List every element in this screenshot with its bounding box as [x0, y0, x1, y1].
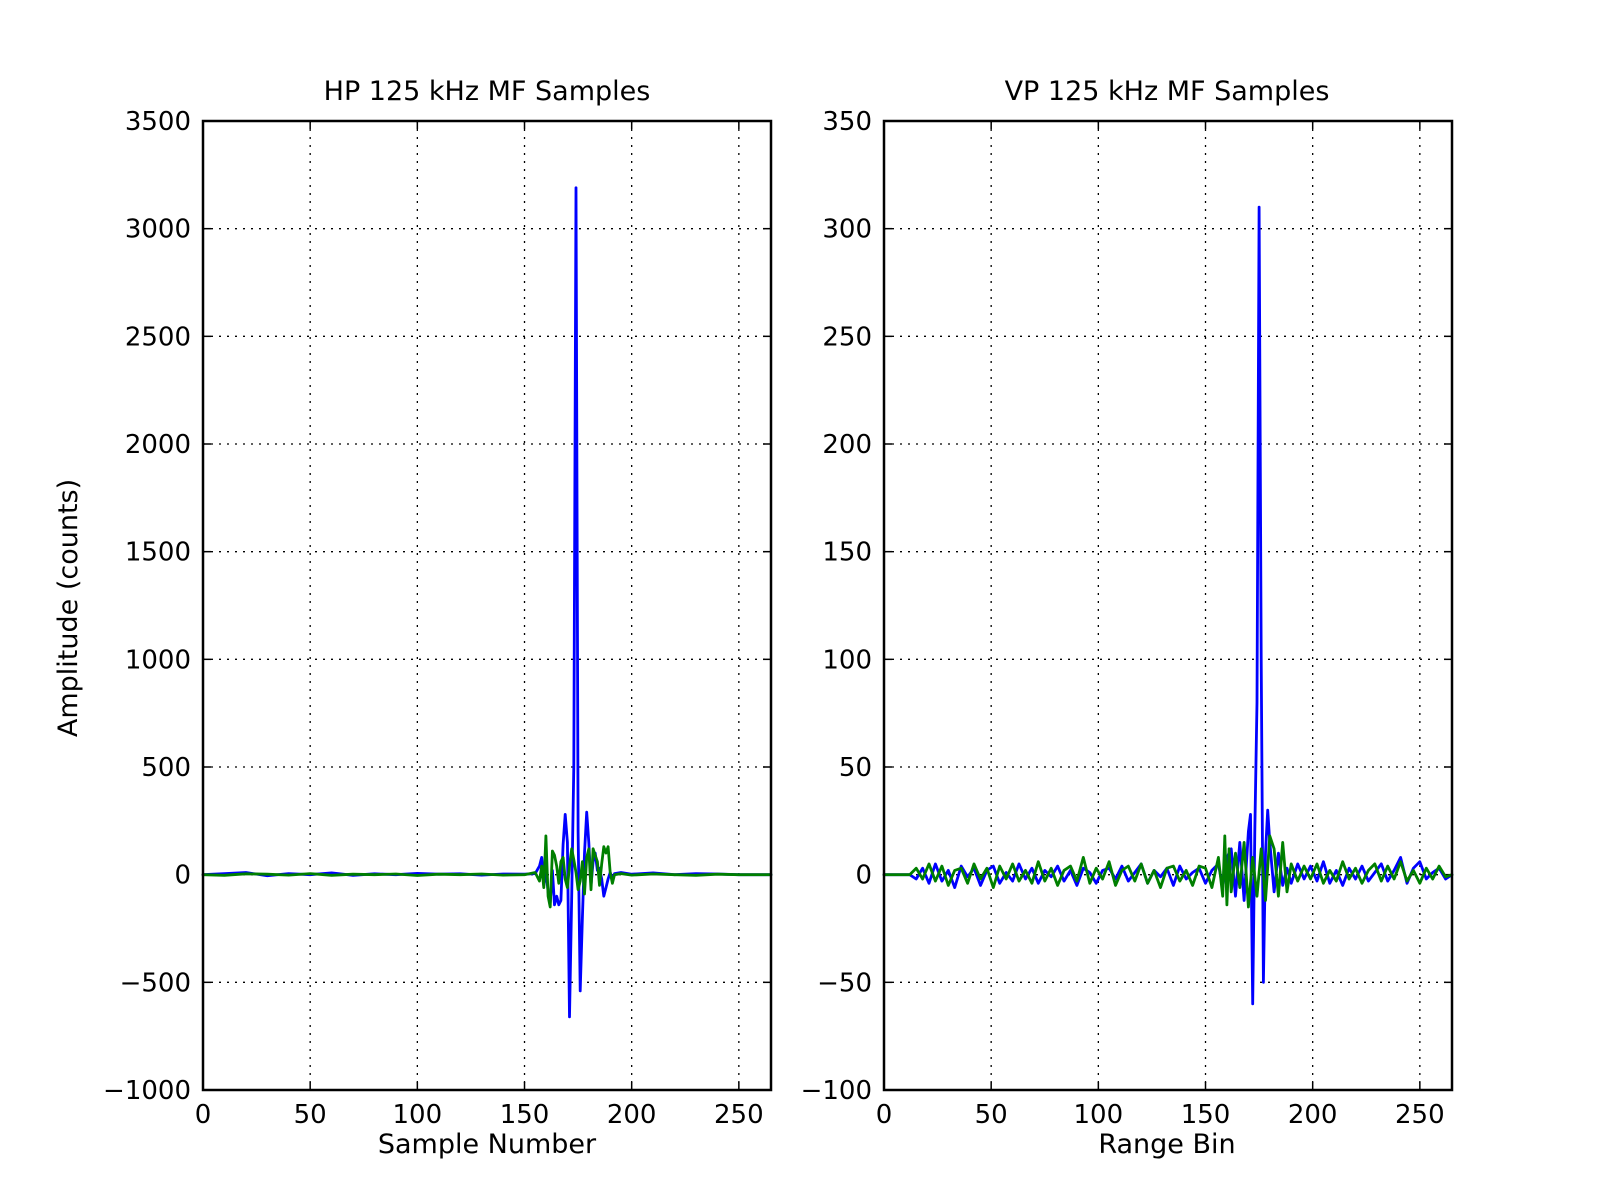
vp-x-tick-label: 0 — [876, 1100, 893, 1130]
hp-y-tick-label: −1000 — [103, 1076, 191, 1106]
vp-y-tick-label: 0 — [855, 861, 872, 891]
vp-series-line-2 — [882, 834, 1454, 909]
vp-ticks — [883, 120, 1452, 1091]
vp-x-tick-label: 250 — [1395, 1100, 1445, 1130]
hp-plot-frame — [201, 119, 773, 1092]
vp-y-tick-label: 50 — [839, 753, 872, 783]
hp-chart-title: HP 125 kHz MF Samples — [324, 76, 651, 107]
vp-y-tick-label: −50 — [817, 968, 872, 998]
hp-x-axis-label: Sample Number — [378, 1129, 597, 1160]
hp-x-tick-label: 50 — [294, 1100, 327, 1130]
hp-y-tick-label: 0 — [174, 861, 191, 891]
hp-y-tick-label: 1500 — [125, 538, 191, 568]
vp-tick-labels: 0 50 100 150 200 250 −100 −50 0 50 100 150 200 250 300… — [801, 107, 1445, 1130]
vp-x-tick-label: 100 — [1074, 1100, 1124, 1130]
vp-x-tick-label: 150 — [1181, 1100, 1231, 1130]
hp-y-tick-label: 3500 — [125, 107, 191, 137]
hp-y-tick-label: 2500 — [125, 322, 191, 352]
hp-chart-panel: HP 125 kHz MF Samples Sample Number Ampl… — [53, 76, 773, 1160]
vp-y-tick-label: 300 — [822, 215, 872, 245]
hp-x-tick-label: 100 — [393, 1100, 443, 1130]
vp-y-tick-label: 100 — [822, 645, 872, 675]
hp-grid — [203, 121, 771, 1090]
hp-tick-labels: 0 50 100 150 200 250 −1000 −500 0 500 1000 1500 2000… — [103, 107, 764, 1130]
vp-chart-panel: VP 125 kHz MF Samples Range Bin 0 50 100 15… — [801, 76, 1454, 1160]
hp-y-tick-label: 500 — [141, 753, 191, 783]
vp-series — [882, 205, 1454, 1006]
vp-plot-frame — [882, 119, 1454, 1092]
vp-x-tick-label: 50 — [975, 1100, 1008, 1130]
hp-series — [201, 186, 773, 1019]
hp-y-tick-label: −500 — [120, 968, 191, 998]
hp-y-axis-label: Amplitude (counts) — [53, 479, 84, 737]
hp-y-tick-label: 2000 — [125, 430, 191, 460]
vp-y-tick-label: −100 — [801, 1076, 872, 1106]
hp-series-line-2 — [201, 834, 773, 909]
hp-y-tick-label: 1000 — [125, 645, 191, 675]
hp-series-line-1 — [201, 186, 773, 1019]
hp-x-tick-label: 150 — [500, 1100, 550, 1130]
hp-y-tick-label: 3000 — [125, 215, 191, 245]
vp-y-tick-label: 350 — [822, 107, 872, 137]
vp-y-tick-label: 150 — [822, 538, 872, 568]
vp-chart-title: VP 125 kHz MF Samples — [1005, 76, 1330, 107]
hp-x-tick-label: 250 — [714, 1100, 764, 1130]
vp-grid — [884, 121, 1452, 1090]
hp-x-tick-label: 0 — [195, 1100, 212, 1130]
vp-y-tick-label: 200 — [822, 430, 872, 460]
hp-x-tick-label: 200 — [607, 1100, 657, 1130]
vp-x-axis-label: Range Bin — [1098, 1129, 1235, 1160]
vp-x-tick-label: 200 — [1288, 1100, 1338, 1130]
vp-series-line-1 — [882, 205, 1454, 1006]
hp-ticks — [202, 120, 771, 1091]
vp-y-tick-label: 250 — [822, 322, 872, 352]
